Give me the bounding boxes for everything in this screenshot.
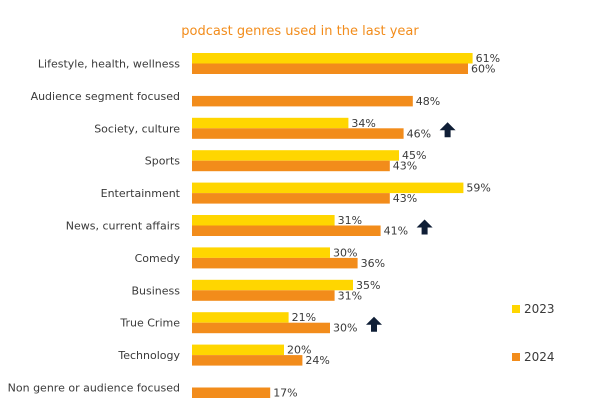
bar-2024-true-crime (192, 322, 330, 334)
bar-2023-comedy (192, 247, 330, 258)
bar-2024-non-genre-or-audience-focused (192, 387, 271, 398)
bar-2023-entertainment (192, 182, 464, 194)
value-label-2023-technology: 20% (287, 344, 311, 357)
value-labels: 61%60%48%34%46%45%43%59%43%31%41%30%36%3… (273, 52, 500, 400)
category-label-technology: Technology (117, 349, 180, 362)
bar-2023-lifestyle-health-wellness (192, 53, 473, 64)
category-label-entertainment: Entertainment (101, 187, 181, 200)
bar-2024-technology (192, 355, 303, 366)
legend-label-2023: 2023 (524, 302, 555, 316)
chart-title: podcast genres used in the last year (181, 24, 419, 39)
value-label-2023-comedy: 30% (333, 246, 357, 259)
legend-label-2024: 2024 (524, 350, 555, 364)
bar-2024-business (192, 290, 335, 301)
value-label-2023-sports: 45% (402, 149, 426, 162)
bar-2023-technology (192, 344, 284, 356)
value-label-2023-entertainment: 59% (466, 182, 490, 195)
value-label-2024-non-genre-or-audience-focused: 17% (273, 387, 297, 400)
legend-swatch-2024 (512, 353, 520, 361)
category-label-true-crime: True Crime (119, 317, 180, 330)
up-arrow-icon (366, 316, 382, 332)
bar-2023-news-current-affairs (192, 215, 335, 226)
value-label-2024-audience-segment-focused: 48% (416, 95, 440, 108)
bar-2024-society-culture (192, 128, 404, 139)
category-labels: Lifestyle, health, wellness Audience segm… (8, 58, 181, 395)
value-label-2024-lifestyle-health-wellness: 60% (471, 63, 495, 76)
category-label-news-current-affairs: News, current affairs (66, 220, 181, 233)
bar-2023-true-crime (192, 312, 289, 323)
bar-2023-society-culture (192, 117, 349, 129)
value-label-2024-sports: 43% (393, 160, 417, 173)
bar-2024-entertainment (192, 193, 390, 204)
bar-2024-audience-segment-focused (192, 95, 413, 107)
value-label-2023-business: 35% (356, 279, 380, 292)
up-arrow-icon (416, 219, 433, 235)
legend-swatch-2023 (512, 305, 520, 313)
bar-2024-sports (192, 160, 390, 172)
bar-2024-lifestyle-health-wellness (192, 63, 468, 74)
category-label-lifestyle-health-wellness: Lifestyle, health, wellness (38, 58, 180, 71)
legend: 2023 2024 (512, 302, 555, 364)
category-label-sports: Sports (145, 155, 181, 168)
value-label-2023-true-crime: 21% (292, 311, 316, 324)
up-arrow-annotations (366, 122, 456, 332)
value-label-2024-entertainment: 43% (393, 192, 417, 205)
category-label-comedy: Comedy (135, 252, 181, 265)
category-label-audience-segment-focused: Audience segment focused (31, 90, 180, 103)
value-label-2024-business: 31% (338, 289, 362, 302)
value-label-2024-true-crime: 30% (333, 322, 357, 335)
value-label-2024-comedy: 36% (361, 257, 385, 270)
bar-2023-business (192, 279, 353, 291)
bar-2023-sports (192, 150, 399, 161)
category-label-non-genre-or-audience-focused: Non genre or audience focused (8, 382, 180, 395)
value-label-2023-society-culture: 34% (351, 117, 375, 130)
bar-2024-news-current-affairs (192, 225, 381, 236)
bar-2024-comedy (192, 257, 358, 269)
category-label-business: Business (131, 284, 180, 297)
category-label-society-culture: Society, culture (94, 122, 180, 135)
value-label-2023-lifestyle-health-wellness: 61% (476, 52, 500, 65)
value-label-2024-news-current-affairs: 41% (384, 225, 408, 238)
value-label-2023-news-current-affairs: 31% (338, 214, 362, 227)
bars (192, 53, 473, 398)
up-arrow-icon (439, 122, 456, 138)
value-label-2024-technology: 24% (305, 354, 329, 367)
value-label-2024-society-culture: 46% (407, 127, 431, 140)
